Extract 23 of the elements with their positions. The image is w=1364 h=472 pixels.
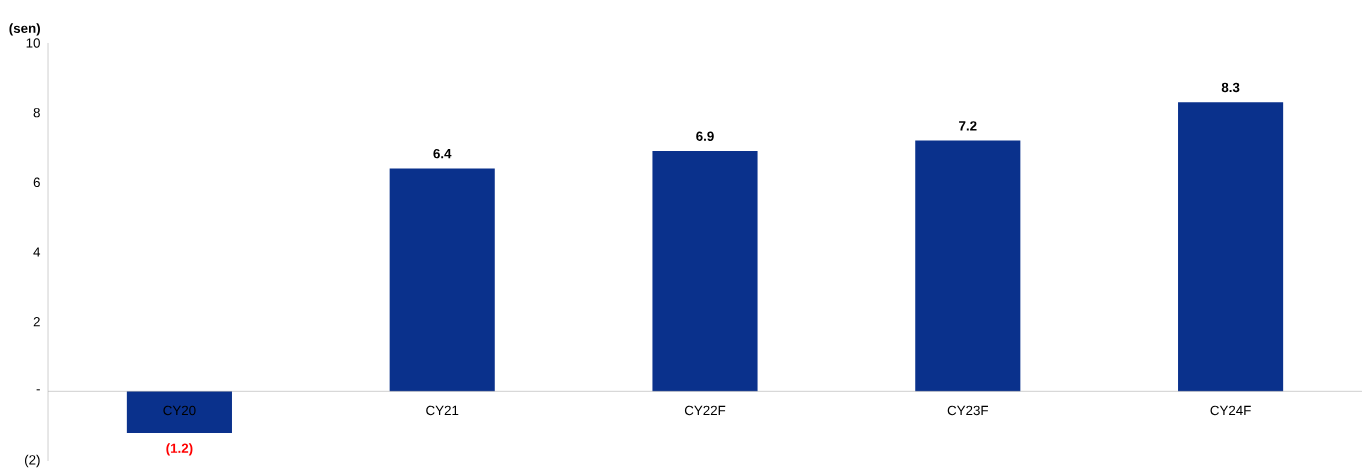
y-axis-title: (sen) [9,23,40,36]
y-tick-label: 2 [33,317,40,327]
y-tick-label: 8 [33,108,40,118]
y-tick-label: - [36,389,40,391]
y-tick-label: (2) [25,454,40,468]
bar [915,140,1021,392]
x-tick-label: CY23F [947,405,989,416]
bar [126,391,232,434]
data-label: 8.3 [1221,82,1240,93]
bar [1178,102,1284,392]
y-tick-label: 10 [26,38,40,48]
x-tick-label: CY20 [163,405,196,416]
x-tick-label: CY24F [1210,405,1251,416]
x-tick-label: CY21 [426,405,459,416]
x-tick-label: CY22F [684,405,726,416]
bar [389,168,495,392]
data-label: 6.9 [696,131,714,142]
data-label: 6.4 [433,149,452,159]
y-tick-label: 4 [33,247,41,257]
y-tick-label: 6 [33,177,40,188]
data-label: 7.2 [959,121,977,131]
data-label: (1.2) [166,443,193,456]
bar [652,151,758,392]
